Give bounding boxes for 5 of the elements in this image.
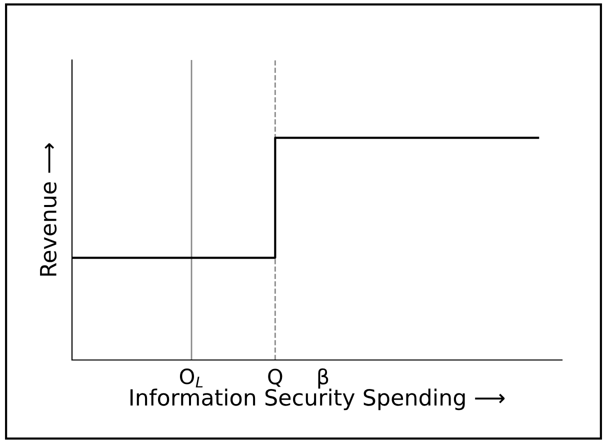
- x-axis-title: Information Security Spending ⟶: [130, 388, 505, 410]
- x-tick-label: O$_{L}$: [180, 368, 203, 388]
- y-axis-title: Revenue ⟶: [40, 143, 57, 276]
- x-tick-label: Q: [268, 368, 282, 387]
- x-tick-label: β: [318, 368, 328, 389]
